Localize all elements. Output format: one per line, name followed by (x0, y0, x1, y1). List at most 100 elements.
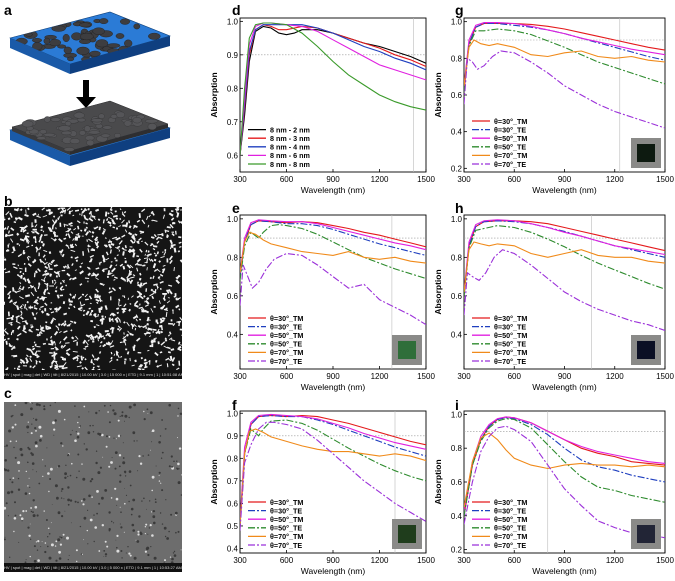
sem-grain (172, 309, 174, 314)
sem-speck (173, 550, 176, 553)
sem-grain (138, 318, 142, 321)
sem-grain (40, 240, 44, 244)
y-tick-label: 0.2 (451, 164, 463, 173)
coated-island (64, 120, 72, 127)
panel-label-d: d (232, 2, 241, 18)
sem-speck (83, 443, 86, 445)
sem-speck (83, 405, 86, 408)
x-tick-label: 1200 (606, 175, 624, 184)
legend-label: θ=30°_TM (270, 498, 303, 507)
legend-label: θ=50°_TM (494, 515, 527, 524)
series-line-2 (240, 220, 426, 277)
sem-grain (157, 328, 160, 332)
sem-speck (98, 502, 101, 505)
sem-grain (114, 257, 117, 260)
sem-speck (177, 481, 181, 485)
sem-grain (111, 329, 114, 334)
sem-grain (170, 244, 174, 249)
coated-island (102, 125, 113, 130)
sem-speck (116, 534, 119, 537)
sem-grain (155, 337, 157, 339)
sem-grain (70, 329, 73, 332)
sem-grain (18, 244, 21, 247)
y-tick-label: 0.4 (451, 512, 463, 521)
x-tick-label: 1500 (417, 372, 435, 381)
sem-speck (125, 552, 127, 554)
nanoisland (76, 46, 90, 56)
sem-grain (101, 269, 105, 273)
sem-grain (116, 307, 120, 310)
sem-grain (25, 307, 28, 311)
sem-grain (120, 276, 126, 282)
sem-grain (31, 347, 36, 351)
sem-grain (98, 226, 102, 231)
sem-grain (35, 270, 38, 274)
sem-grain (63, 322, 67, 327)
sem-speck (143, 418, 146, 421)
sem-grain (88, 238, 93, 243)
sem-grain (47, 263, 51, 269)
sem-speck (62, 533, 65, 536)
y-tick-label: 0.8 (451, 253, 463, 262)
sem-speck (178, 447, 182, 450)
sem-grain (41, 296, 44, 300)
sem-grain (39, 331, 43, 335)
legend-label: θ=30°_TE (494, 322, 526, 331)
sem-speck (24, 492, 28, 495)
sem-speck (101, 524, 105, 527)
sem-grain (128, 308, 132, 312)
sem-speck (68, 554, 70, 556)
sem-grain (104, 330, 109, 333)
sem-grain (59, 210, 63, 214)
sem-grain (132, 274, 136, 277)
sem-grain (52, 317, 57, 321)
sem-grain (29, 329, 32, 332)
sem-grain (72, 350, 78, 353)
sem-grain (109, 345, 115, 348)
sem-speck (20, 413, 24, 417)
sem-speck (36, 549, 39, 551)
sem-speck (54, 545, 57, 547)
sem-grain (93, 227, 97, 230)
sem-grain (139, 364, 144, 368)
sem-speck (57, 511, 61, 515)
sem-grain (63, 237, 67, 240)
sem-speck (32, 514, 36, 518)
sem-speck (64, 472, 67, 476)
sem-grain (172, 221, 176, 224)
sem-speck (139, 462, 143, 465)
sem-grain (153, 305, 156, 308)
chart-i: 300 600 900 1200 1500 0.2 0.4 0.6 0.8 1.0 Waveleng… (433, 410, 674, 576)
nanoisland (80, 32, 94, 41)
sem-speck (138, 455, 141, 458)
sem-grain (122, 310, 124, 314)
sem-speck (14, 514, 17, 517)
sem-grain (128, 231, 133, 236)
sem-grain (95, 356, 100, 361)
sem-grain (118, 225, 121, 227)
series-line-5 (464, 241, 665, 293)
sem-grain (22, 249, 25, 254)
x-tick-label: 600 (508, 372, 522, 381)
sem-grain (150, 236, 154, 239)
sem-speck (155, 465, 157, 467)
sem-grain (179, 328, 185, 331)
sem-speck (10, 415, 13, 418)
sem-grain (33, 341, 36, 344)
sem-grain (104, 211, 108, 217)
sem-grain (31, 311, 35, 316)
sem-grain (31, 222, 33, 226)
legend-label: θ=70°_TE (494, 160, 526, 169)
nanoisland (63, 46, 72, 54)
sem-grain (22, 303, 25, 306)
sem-grain (27, 286, 31, 289)
sem-grain (177, 220, 181, 224)
sem-speck (124, 420, 125, 422)
sem-grain (88, 210, 93, 215)
sem-grain (138, 306, 143, 310)
sem-grain (175, 304, 180, 309)
sem-grain (51, 363, 53, 367)
sem-grain (146, 316, 150, 322)
sem-grain (101, 254, 105, 259)
sem-grain (166, 300, 171, 304)
